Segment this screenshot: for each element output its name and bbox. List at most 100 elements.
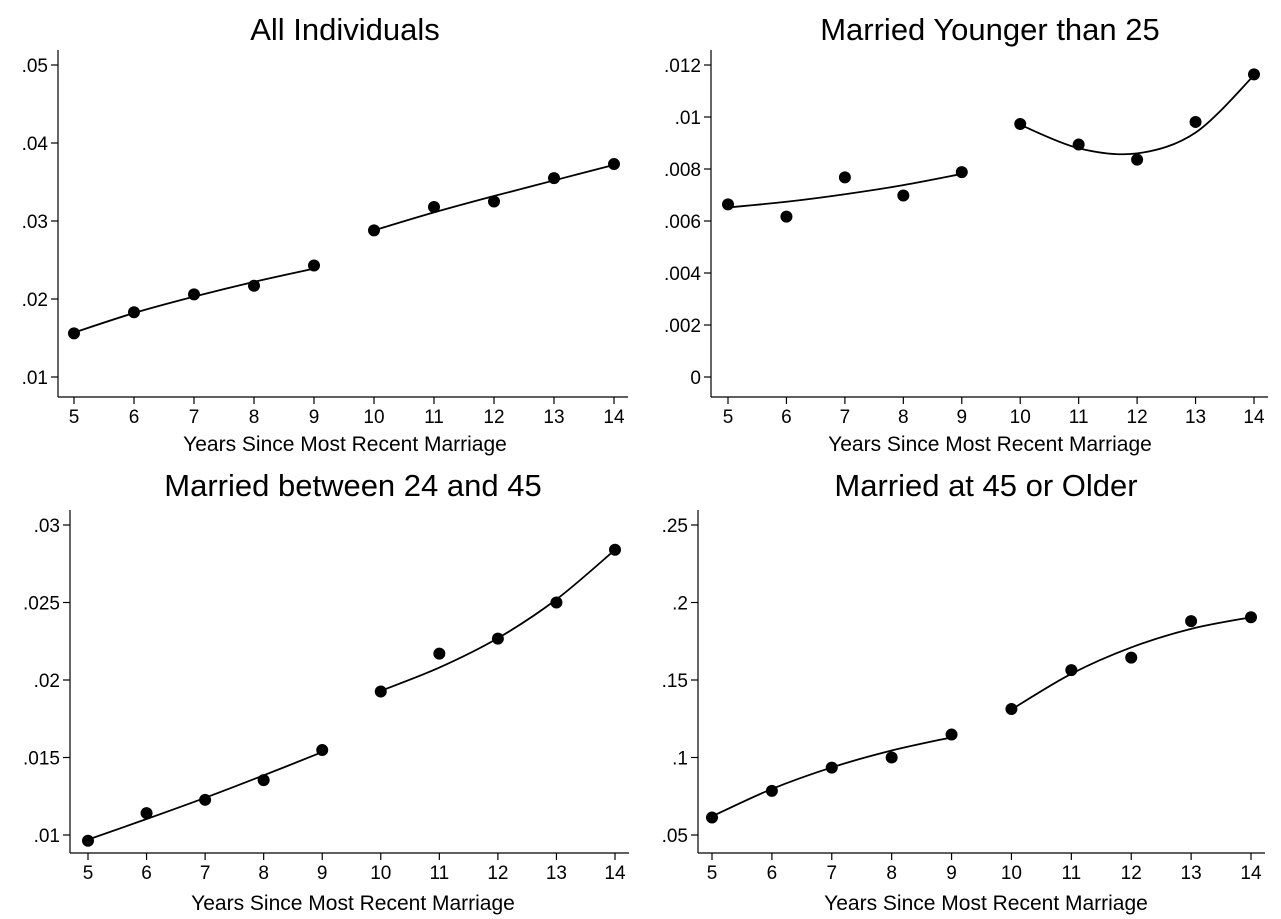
x-tick-label: 12 (1127, 407, 1148, 428)
data-point (433, 647, 446, 660)
chart-panel-married-younger-than-25: Married Younger than 25 Years Since Most… (641, 0, 1281, 459)
plot-area: .05 .1 .15 .2 .25 5 6 7 8 9 10 11 12 13 14 (662, 510, 1265, 884)
x-tick-label: 9 (956, 407, 967, 428)
x-tick-label: 10 (363, 407, 384, 428)
y-tick-label: .012 (664, 56, 701, 77)
data-point (609, 543, 621, 556)
data-point (488, 195, 500, 208)
x-tick-label: 7 (189, 407, 200, 428)
data-point (955, 166, 968, 179)
x-tick-label: 5 (83, 863, 94, 884)
y-tick-label: .025 (23, 594, 60, 615)
data-point (1072, 138, 1085, 151)
y-tick-label: .01 (22, 368, 48, 389)
x-tick-label: 8 (249, 407, 260, 428)
x-tick-label: 8 (898, 407, 909, 428)
fit-line (727, 173, 962, 209)
x-tick-label: 7 (826, 863, 837, 884)
x-tick-label: 11 (1061, 863, 1081, 884)
y-tick-label: .03 (34, 516, 60, 537)
x-tick-label: 13 (543, 407, 564, 428)
chart-panel-all-individuals: All Individuals Years Since Most Recent … (0, 0, 640, 459)
x-tick-label: 6 (129, 407, 140, 428)
x-tick-label: 9 (946, 863, 957, 884)
x-tick-label: 14 (603, 407, 625, 428)
y-tick-label: .006 (664, 212, 701, 233)
data-point (1014, 118, 1027, 131)
data-point (608, 158, 620, 171)
y-tick-label: .1 (672, 749, 688, 770)
y-tick-label: .04 (22, 134, 49, 155)
data-point (68, 327, 80, 340)
data-point (897, 189, 910, 202)
y-tick-label: .15 (662, 671, 688, 692)
data-point (1185, 615, 1198, 628)
y-tick-label: .05 (22, 56, 48, 77)
data-point (838, 171, 851, 184)
x-axis-label: Years Since Most Recent Marriage (828, 433, 1152, 456)
y-tick-label: .008 (664, 160, 701, 181)
x-tick-label: 14 (1240, 863, 1262, 884)
plot-area: .01 .02 .03 .04 .05 5 6 7 8 9 10 11 12 13 14 (22, 50, 628, 428)
x-tick-label: 14 (1243, 407, 1265, 428)
data-point (825, 761, 838, 774)
x-tick-label: 13 (546, 863, 567, 884)
x-tick-label: 10 (1001, 863, 1022, 884)
x-axis-label: Years Since Most Recent Marriage (824, 892, 1148, 915)
x-tick-label: 12 (483, 407, 504, 428)
y-tick-label: .01 (34, 826, 60, 847)
fit-line (1019, 74, 1255, 156)
y-tick-label: .03 (22, 212, 48, 233)
data-point (722, 198, 734, 211)
y-tick-label: .05 (662, 826, 688, 847)
x-tick-label: 6 (781, 407, 792, 428)
x-tick-label: 6 (767, 863, 778, 884)
x-tick-label: 7 (200, 863, 211, 884)
x-tick-label: 13 (1181, 863, 1202, 884)
chart-panel-married-at-45-or-older: Married at 45 or Older Years Since Most … (641, 460, 1281, 919)
chart-title: Married between 24 and 45 (164, 468, 541, 503)
plot-area: .01 .015 .02 .025 .03 5 6 7 8 9 10 11 12 13 14 (23, 510, 629, 884)
data-point (1005, 702, 1018, 715)
data-point (548, 172, 560, 185)
data-point (1245, 611, 1257, 624)
y-tick-label: .02 (22, 290, 48, 311)
data-point (188, 288, 200, 301)
y-tick-label: .004 (664, 264, 701, 285)
x-tick-label: 10 (1010, 407, 1031, 428)
chart-title: All Individuals (250, 12, 440, 47)
x-tick-label: 14 (604, 863, 626, 884)
x-tick-label: 11 (429, 863, 449, 884)
x-axis-label: Years Since Most Recent Marriage (183, 433, 507, 456)
data-point (1189, 115, 1202, 128)
chart-title: Married Younger than 25 (820, 12, 1160, 47)
x-tick-label: 11 (1069, 407, 1089, 428)
data-point (780, 210, 793, 223)
x-tick-label: 5 (707, 863, 718, 884)
plot-area: 0 .002 .004 .006 .008 .01 .012 5 6 7 8 9 10 11 12 13 14 (664, 50, 1268, 428)
data-point (128, 306, 140, 319)
data-point (316, 744, 329, 757)
data-point (140, 807, 153, 820)
y-tick-label: 0 (690, 368, 701, 389)
data-point (428, 200, 440, 213)
fit-line (1010, 616, 1252, 711)
chart-svg-married-younger-than-25: Married Younger than 25 Years Since Most… (664, 12, 1268, 456)
chart-svg-married-at-45-or-older: Married at 45 or Older Years Since Most … (662, 468, 1265, 915)
data-point (765, 784, 778, 797)
fit-line (380, 549, 616, 692)
y-tick-label: .02 (34, 671, 60, 692)
x-tick-label: 5 (69, 407, 80, 428)
fit-line (73, 267, 315, 334)
data-point (550, 596, 563, 609)
x-tick-label: 12 (487, 863, 508, 884)
x-tick-label: 6 (141, 863, 152, 884)
data-point (1248, 68, 1260, 81)
x-tick-label: 5 (723, 407, 734, 428)
data-point (82, 834, 94, 847)
data-point (885, 751, 898, 764)
y-tick-label: .25 (662, 516, 688, 537)
x-tick-label: 9 (309, 407, 320, 428)
data-point (1065, 664, 1078, 677)
